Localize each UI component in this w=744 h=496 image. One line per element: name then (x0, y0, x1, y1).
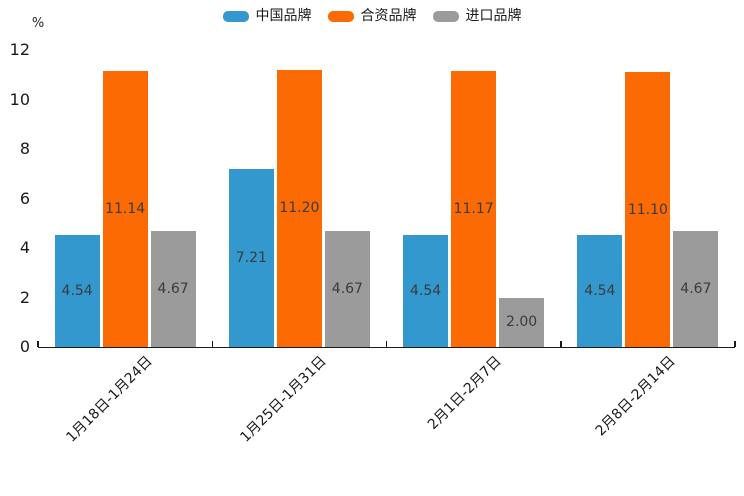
bar-value-label: 4.67 (331, 281, 363, 298)
x-category-label: 2月1日-2月7日 (424, 353, 505, 433)
bar-value-label: 4.67 (680, 281, 712, 298)
legend-label: 中国品牌 (255, 8, 312, 24)
legend-swatch-icon (432, 10, 459, 22)
legend-label: 合资品牌 (360, 8, 417, 24)
plot-area: 0 2 4 6 8 10 12 4.54 11.14 4.67 1月18日-1月24日 7.21 11.… (10, 41, 736, 446)
bar-series1-group0 (102, 71, 148, 347)
legend-swatch-icon (327, 10, 354, 22)
x-category-label: 1月18日-1月24日 (63, 353, 156, 446)
bar-series0-group0 (54, 234, 100, 347)
y-tick-label: 2 (19, 287, 30, 307)
bar-series1-group3 (625, 72, 671, 347)
bar-series1-group1 (276, 69, 322, 347)
bar-series2-group0 (150, 231, 196, 347)
bar-value-label: 4.54 (410, 282, 442, 299)
x-category-label: 2月8日-2月14日 (592, 353, 679, 440)
bar-series0-group1 (228, 168, 274, 347)
x-axis-tick (734, 341, 736, 347)
y-tick-label: 4 (19, 238, 30, 257)
x-axis-tick (385, 341, 388, 347)
x-axis-tick (211, 341, 213, 347)
legend-item-1: 合资品牌 (327, 8, 417, 24)
bar-value-label: 2.00 (506, 314, 538, 331)
bar-value-label: 11.20 (279, 200, 320, 217)
bar-value-label: 4.67 (157, 281, 189, 298)
bar-series2-group1 (324, 231, 370, 347)
bar-value-label: 4.54 (61, 282, 93, 299)
bar-series2-group3 (673, 231, 719, 347)
y-tick-label: 12 (9, 40, 30, 59)
x-axis-tick (37, 341, 39, 347)
y-tick-label: 6 (19, 188, 30, 208)
y-tick-label: 10 (9, 89, 30, 109)
legend-swatch-icon (222, 10, 249, 22)
x-axis-tick (560, 341, 562, 347)
y-tick-label: 0 (19, 337, 30, 356)
bar-value-label: 4.54 (584, 282, 616, 299)
y-tick-label: 8 (19, 139, 30, 158)
legend-label: 进口品牌 (465, 8, 522, 24)
chart-legend: 中国品牌 合资品牌 进口品牌 (0, 6, 744, 26)
x-category-label: 1月25日-1月31日 (237, 353, 330, 446)
legend-item-0: 中国品牌 (222, 8, 312, 24)
y-axis-unit-label: % (31, 16, 45, 31)
legend-item-2: 进口品牌 (432, 8, 522, 24)
bar-series2-group2 (499, 297, 545, 347)
bar-series1-group2 (451, 70, 497, 347)
bar-value-label: 11.17 (453, 200, 494, 217)
bar-value-label: 7.21 (235, 249, 267, 266)
bar-value-label: 11.14 (105, 201, 146, 218)
bar-series0-group2 (403, 234, 449, 347)
bar-value-label: 11.10 (627, 201, 668, 218)
bar-series0-group3 (577, 234, 623, 347)
